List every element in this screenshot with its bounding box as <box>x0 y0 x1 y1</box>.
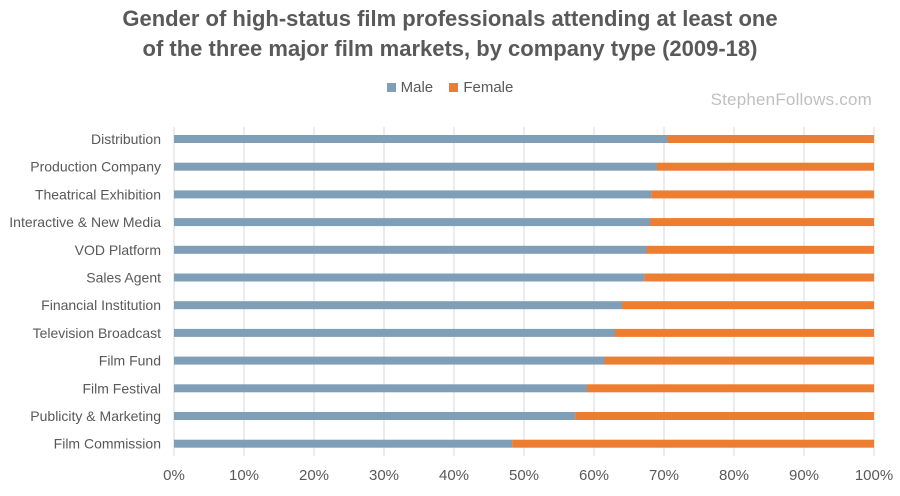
bar-male <box>174 135 668 143</box>
x-tick-label: 30% <box>369 467 399 484</box>
bar-female <box>646 245 874 254</box>
bar-female <box>604 356 874 365</box>
bar-male <box>174 218 650 227</box>
x-tick-label: 60% <box>579 467 609 484</box>
category-label: VOD Platform <box>75 242 161 258</box>
category-label: Sales Agent <box>86 270 161 286</box>
x-tick-label: 10% <box>229 467 259 484</box>
x-tick-label: 0% <box>163 467 185 484</box>
legend-item-female: Female <box>449 79 513 96</box>
legend: Male Female <box>0 79 900 96</box>
bar-male <box>174 301 622 310</box>
bar-male <box>174 328 615 337</box>
x-tick-label: 50% <box>509 467 539 484</box>
bar-male <box>174 273 645 282</box>
bar-male <box>174 412 576 420</box>
category-label: Television Broadcast <box>33 325 162 341</box>
legend-swatch-female <box>449 83 459 92</box>
x-tick-label: 90% <box>789 467 819 484</box>
category-label: Theatrical Exhibition <box>35 186 161 202</box>
bar-female <box>667 135 874 143</box>
category-label: Film Fund <box>99 353 161 369</box>
category-label: Production Company <box>30 159 161 175</box>
bar-female <box>644 273 874 282</box>
x-tick-label: 100% <box>855 467 893 484</box>
category-label: Distribution <box>91 131 161 147</box>
bar-female <box>651 190 874 199</box>
x-tick-label: 20% <box>299 467 329 484</box>
bar-male <box>174 439 513 448</box>
x-tick-label: 80% <box>719 467 749 484</box>
legend-swatch-male <box>386 83 396 92</box>
bar-male <box>174 356 605 365</box>
bar-male <box>174 245 647 254</box>
category-label: Film Commission <box>54 436 161 452</box>
bar-female <box>657 162 874 171</box>
chart-title-line-1: Gender of high-status film professionals… <box>122 6 778 31</box>
category-label: Publicity & Marketing <box>30 408 161 424</box>
x-tick-label: 70% <box>649 467 679 484</box>
bar-female <box>622 301 874 310</box>
category-label: Film Festival <box>82 380 161 396</box>
legend-label-male: Male <box>400 79 434 96</box>
bar-female <box>587 384 874 393</box>
x-tick-label: 40% <box>439 467 469 484</box>
category-label: Financial Institution <box>41 297 161 313</box>
legend-label-female: Female <box>463 79 514 96</box>
bar-male <box>174 162 657 171</box>
legend-item-male: Male <box>386 79 434 96</box>
chart-title-line-2: of the three major film markets, by comp… <box>142 36 758 61</box>
category-label: Interactive & New Media <box>9 214 161 230</box>
bar-female <box>575 412 874 420</box>
bar-female <box>650 218 874 227</box>
bar-male <box>174 384 587 393</box>
watermark: StephenFollows.com <box>710 90 872 109</box>
bar-male <box>174 190 652 199</box>
bar-female <box>615 328 874 337</box>
bar-female <box>512 439 874 448</box>
